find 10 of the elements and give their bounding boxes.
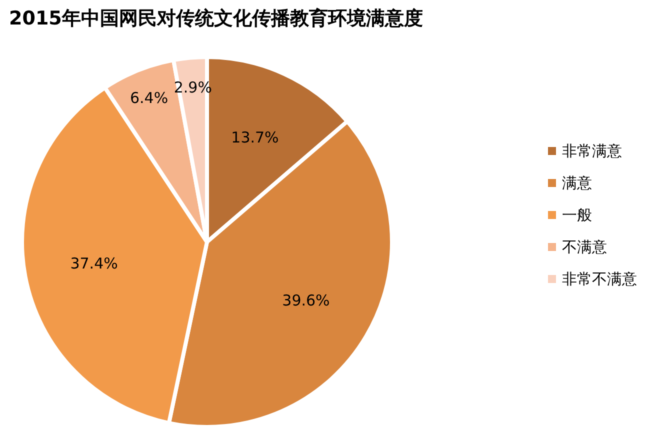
data-label: 39.6% xyxy=(282,292,330,310)
data-label: 37.4% xyxy=(70,254,118,273)
legend-label: 一般 xyxy=(562,206,592,224)
data-label: 6.4% xyxy=(130,89,168,108)
legend-label: 非常不满意 xyxy=(562,270,637,288)
legend-label: 满意 xyxy=(562,174,592,192)
data-label: 13.7% xyxy=(231,128,279,146)
legend-label: 非常满意 xyxy=(562,142,622,160)
legend-label: 不满意 xyxy=(562,238,607,256)
chart-title: 2015年中国网民对传统文化传播教育环境满意度 xyxy=(9,8,423,30)
